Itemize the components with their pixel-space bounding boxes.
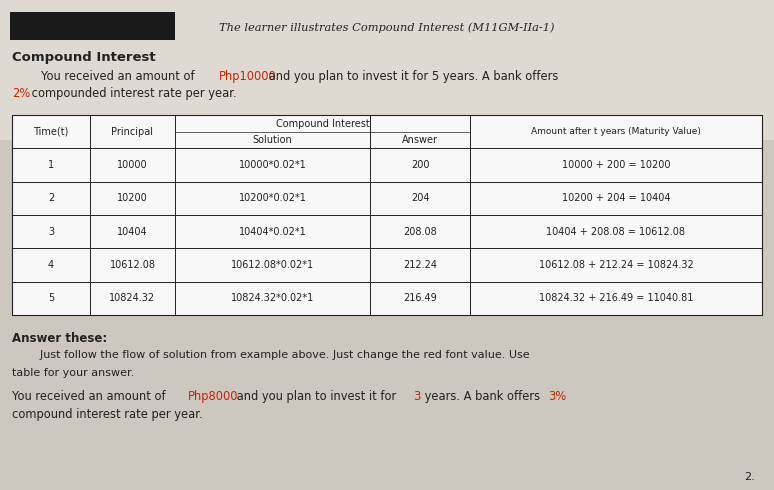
Text: 10000*0.02*1: 10000*0.02*1 <box>238 160 307 170</box>
Text: 2.: 2. <box>745 472 755 482</box>
Text: You received an amount of: You received an amount of <box>12 71 198 83</box>
Text: 2%: 2% <box>12 88 30 100</box>
Text: Time(t): Time(t) <box>33 127 69 137</box>
Text: 10612.08: 10612.08 <box>109 260 156 270</box>
Text: 200: 200 <box>411 160 430 170</box>
Text: 1: 1 <box>48 160 54 170</box>
Text: Compound Interest: Compound Interest <box>276 120 369 129</box>
Text: 3: 3 <box>413 390 420 403</box>
Text: Just follow the flow of solution from example above. Just change the red font va: Just follow the flow of solution from ex… <box>12 350 529 360</box>
Text: 5: 5 <box>48 294 54 303</box>
Text: 208.08: 208.08 <box>403 227 437 237</box>
Text: 10200: 10200 <box>117 194 148 203</box>
Text: 2: 2 <box>48 194 54 203</box>
Text: Answer: Answer <box>402 135 438 145</box>
Text: table for your answer.: table for your answer. <box>12 368 134 378</box>
Text: Compound Interest: Compound Interest <box>12 51 156 65</box>
Text: 10824.32 + 216.49 = 11040.81: 10824.32 + 216.49 = 11040.81 <box>539 294 694 303</box>
Text: and you plan to invest it for: and you plan to invest it for <box>233 390 400 403</box>
Bar <box>12 115 762 315</box>
Text: 10404 + 208.08 = 10612.08: 10404 + 208.08 = 10612.08 <box>546 227 686 237</box>
Text: 10612.08 + 212.24 = 10824.32: 10612.08 + 212.24 = 10824.32 <box>539 260 694 270</box>
Text: Php8000: Php8000 <box>188 390 238 403</box>
Text: and you plan to invest it for 5 years. A bank offers: and you plan to invest it for 5 years. A… <box>265 71 558 83</box>
Text: You received an amount of: You received an amount of <box>12 390 170 403</box>
Text: 216.49: 216.49 <box>403 294 437 303</box>
Text: 10200*0.02*1: 10200*0.02*1 <box>238 194 307 203</box>
Text: 3: 3 <box>48 227 54 237</box>
Text: 10000: 10000 <box>117 160 148 170</box>
Text: Answer these:: Answer these: <box>12 332 108 345</box>
Text: 212.24: 212.24 <box>403 260 437 270</box>
Text: years. A bank offers: years. A bank offers <box>421 390 544 403</box>
Text: Php10000: Php10000 <box>219 71 277 83</box>
Text: compounded interest rate per year.: compounded interest rate per year. <box>28 88 237 100</box>
Text: Solution: Solution <box>252 135 293 145</box>
Text: 3%: 3% <box>548 390 567 403</box>
Text: 10404: 10404 <box>117 227 148 237</box>
Text: 10000 + 200 = 10200: 10000 + 200 = 10200 <box>562 160 670 170</box>
Text: 10612.08*0.02*1: 10612.08*0.02*1 <box>231 260 314 270</box>
Text: 10824.32: 10824.32 <box>109 294 156 303</box>
Text: 4: 4 <box>48 260 54 270</box>
Text: 10824.32*0.02*1: 10824.32*0.02*1 <box>231 294 314 303</box>
Text: 204: 204 <box>411 194 430 203</box>
Text: The learner illustrates Compound Interest (M11GM-IIa-1): The learner illustrates Compound Interes… <box>219 23 555 33</box>
Bar <box>0 0 774 140</box>
Text: 10404*0.02*1: 10404*0.02*1 <box>238 227 307 237</box>
Text: 10200 + 204 = 10404: 10200 + 204 = 10404 <box>562 194 670 203</box>
Text: compound interest rate per year.: compound interest rate per year. <box>12 408 203 421</box>
Bar <box>10 12 175 40</box>
Text: Principal: Principal <box>111 127 153 137</box>
Text: Amount after t years (Maturity Value): Amount after t years (Maturity Value) <box>531 127 701 136</box>
